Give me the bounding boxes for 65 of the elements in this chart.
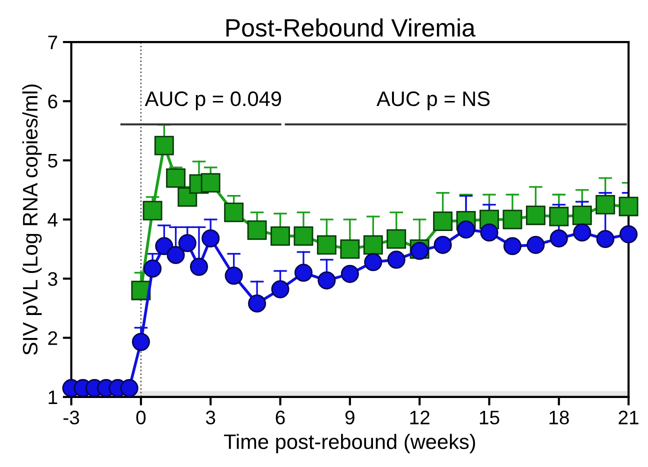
point [480,223,498,242]
annotation: AUC p = NS [376,91,490,110]
point [550,229,568,248]
x-tick-label: -3 [64,410,80,424]
point [364,253,382,272]
y-tick-label: 6 [48,94,58,108]
x-tick-label: 9 [345,410,354,424]
point [316,235,336,255]
x-tick-label: 6 [276,410,285,424]
x-tick-label: 15 [480,410,500,424]
point [224,202,244,222]
y-tick-label: 4 [48,213,58,227]
point [120,379,138,398]
point [386,229,406,249]
point [620,225,638,244]
point [596,230,614,248]
point [387,250,406,269]
point [572,206,592,226]
point [247,220,267,240]
point [270,226,290,246]
point [178,234,196,252]
point [166,246,185,264]
point [294,226,314,246]
point [142,200,162,220]
point [526,206,546,226]
y-axis-title: SIV pVL (Log RNA copies/ml) [22,84,42,355]
point [549,206,569,226]
y-tick-label: 5 [48,154,58,168]
x-tick-label: 12 [410,410,430,424]
x-tick-label: 0 [136,410,146,424]
point [318,271,336,290]
point [271,280,290,298]
point [596,194,616,214]
y-tick-label: 2 [48,331,58,345]
x-tick-label: 21 [618,410,638,424]
point [433,212,453,231]
point [202,229,220,248]
point [166,168,186,188]
x-tick-label: 3 [206,410,216,424]
point [200,173,220,193]
point [144,260,162,278]
point [502,210,522,230]
point [526,236,545,254]
point [294,264,313,282]
point [618,196,638,216]
point [190,258,208,276]
y-tick-label: 7 [48,36,58,50]
point [224,266,243,285]
chart-title: Post-Rebound Viremia [226,18,476,37]
x-tick-label: 18 [550,410,569,424]
point [363,235,383,255]
point [248,294,266,313]
point [456,220,476,239]
point [155,237,174,256]
point [503,237,522,256]
y-tick-label: 1 [48,390,58,404]
annotation: AUC p = 0.049 [144,91,282,110]
point [132,332,150,351]
point [154,136,174,156]
x-axis-title: Time post-rebound (weeks) [224,434,476,454]
point [340,264,359,283]
point [573,223,592,242]
point [434,236,452,254]
y-tick-label: 3 [48,272,58,286]
point [340,239,360,259]
